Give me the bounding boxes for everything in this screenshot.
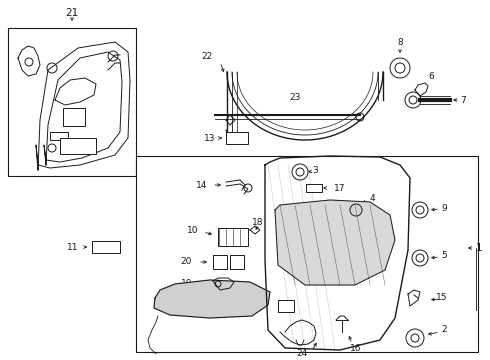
Text: 21: 21 — [65, 8, 78, 18]
Bar — [306, 184, 322, 192]
Bar — [278, 300, 294, 312]
Text: 19: 19 — [180, 279, 192, 288]
Text: 7: 7 — [460, 95, 466, 104]
Bar — [218, 228, 248, 246]
Text: 9: 9 — [441, 203, 447, 212]
Text: 18: 18 — [252, 218, 264, 227]
Text: 11: 11 — [67, 243, 78, 252]
Text: 24: 24 — [297, 348, 308, 357]
Text: 12: 12 — [179, 307, 191, 316]
Bar — [226, 132, 248, 144]
Text: 2: 2 — [441, 325, 447, 334]
Text: 8: 8 — [397, 37, 403, 46]
Text: 16: 16 — [350, 344, 362, 353]
Text: 17: 17 — [334, 184, 345, 193]
Text: 3: 3 — [312, 166, 318, 175]
Polygon shape — [154, 280, 270, 318]
Bar — [92, 241, 120, 253]
Text: 23: 23 — [289, 93, 301, 102]
Text: 10: 10 — [187, 225, 198, 234]
Text: 14: 14 — [196, 180, 207, 189]
Text: 5: 5 — [441, 252, 447, 261]
Bar — [60, 138, 96, 154]
Text: 22: 22 — [202, 51, 213, 60]
Text: 4: 4 — [370, 194, 376, 202]
Polygon shape — [275, 200, 395, 285]
Bar — [63, 108, 85, 126]
Text: 15: 15 — [436, 293, 447, 302]
Bar — [230, 255, 244, 269]
Text: 6: 6 — [428, 72, 434, 81]
Text: 20: 20 — [181, 257, 192, 266]
Bar — [50, 132, 68, 140]
Text: 1: 1 — [475, 243, 482, 253]
Bar — [213, 255, 227, 269]
Bar — [8, 28, 136, 176]
Text: 13: 13 — [203, 134, 215, 143]
Bar — [136, 156, 478, 352]
